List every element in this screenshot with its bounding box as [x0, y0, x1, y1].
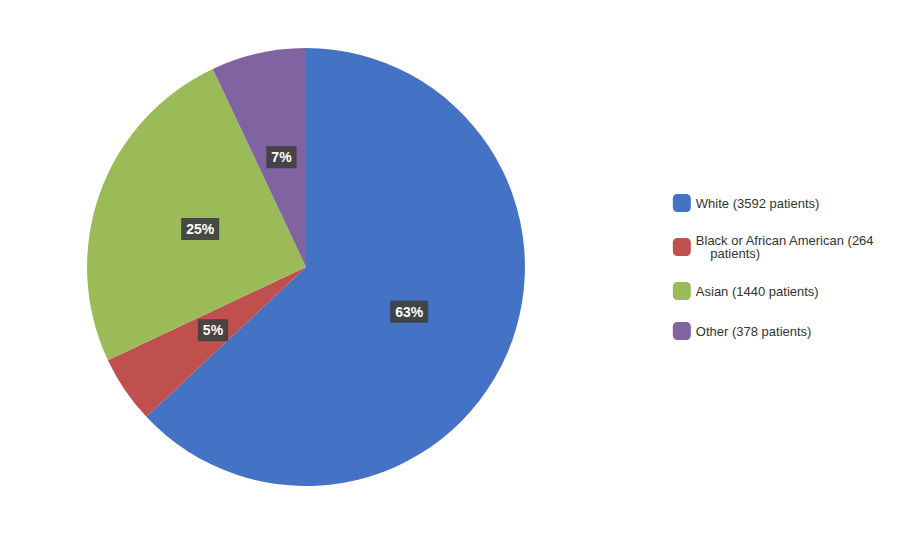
- svg-text:Asian (1440 patients): Asian (1440 patients): [696, 284, 819, 299]
- svg-text:Other (378 patients): Other (378 patients): [696, 324, 812, 339]
- svg-text:5%: 5%: [203, 322, 224, 338]
- svg-text:Black or African American (264: Black or African American (264: [695, 233, 874, 248]
- svg-text:White (3592 patients): White (3592 patients): [696, 196, 820, 211]
- svg-text:patients): patients): [696, 246, 760, 261]
- svg-text:25%: 25%: [186, 221, 215, 237]
- svg-text:7%: 7%: [271, 149, 292, 165]
- svg-text:63%: 63%: [395, 304, 424, 320]
